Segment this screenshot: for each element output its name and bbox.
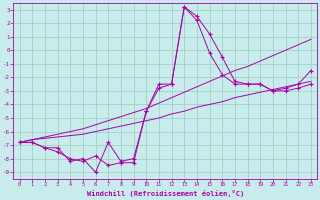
X-axis label: Windchill (Refroidissement éolien,°C): Windchill (Refroidissement éolien,°C)	[87, 190, 244, 197]
